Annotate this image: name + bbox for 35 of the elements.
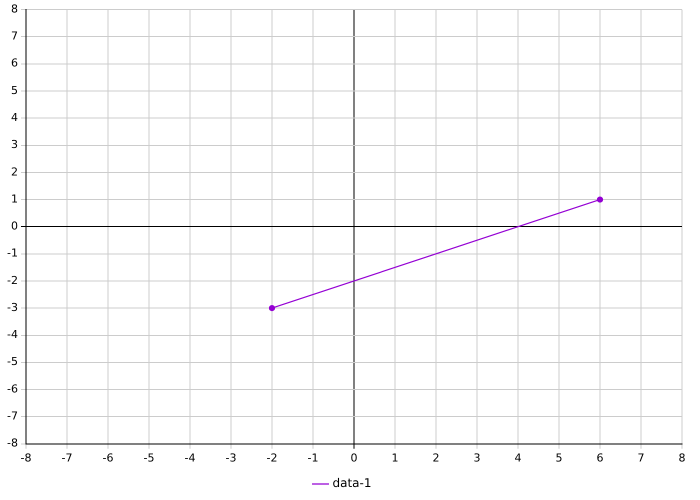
x-tick-label: 2 xyxy=(432,451,440,464)
x-tick-label: -1 xyxy=(307,451,318,464)
x-tick-label: 8 xyxy=(678,451,686,464)
y-tick-label: -4 xyxy=(7,328,18,342)
y-tick-label: 7 xyxy=(10,30,18,43)
y-tick-label: -5 xyxy=(7,355,18,368)
y-tick-label: -1 xyxy=(7,246,18,260)
y-tick-label: -8 xyxy=(7,436,18,450)
x-tick-label: -6 xyxy=(102,451,114,464)
y-tick-label: 8 xyxy=(10,2,18,16)
x-tick-label: -4 xyxy=(184,451,196,464)
y-tick-label: -6 xyxy=(7,382,18,396)
x-tick-label: -7 xyxy=(61,451,72,464)
x-tick-label: 1 xyxy=(391,451,398,464)
y-tick-label: 6 xyxy=(10,56,18,70)
x-tick-label: -2 xyxy=(266,451,278,464)
legend-label: data-1 xyxy=(332,476,372,490)
x-tick-label: 5 xyxy=(555,451,562,464)
x-tick-label: 0 xyxy=(350,451,358,464)
x-tick-label: 7 xyxy=(638,451,644,464)
y-tick-label: 4 xyxy=(10,111,18,124)
y-tick-label: 5 xyxy=(10,84,18,97)
y-tick-label: 1 xyxy=(10,192,18,206)
x-tick-label: -5 xyxy=(143,451,154,464)
y-tick-label: 0 xyxy=(10,220,18,233)
y-tick-label: 3 xyxy=(10,138,18,152)
x-tick-label: 3 xyxy=(473,451,480,464)
y-tick-label: -2 xyxy=(7,274,18,287)
x-tick-label: -8 xyxy=(20,451,32,464)
y-tick-label: 2 xyxy=(10,165,18,178)
x-tick-label: 6 xyxy=(596,451,604,464)
y-tick-label: -7 xyxy=(7,410,18,423)
x-tick-label: -3 xyxy=(225,451,236,464)
y-tick-label: -3 xyxy=(7,300,18,314)
x-tick-label: 4 xyxy=(514,451,522,464)
